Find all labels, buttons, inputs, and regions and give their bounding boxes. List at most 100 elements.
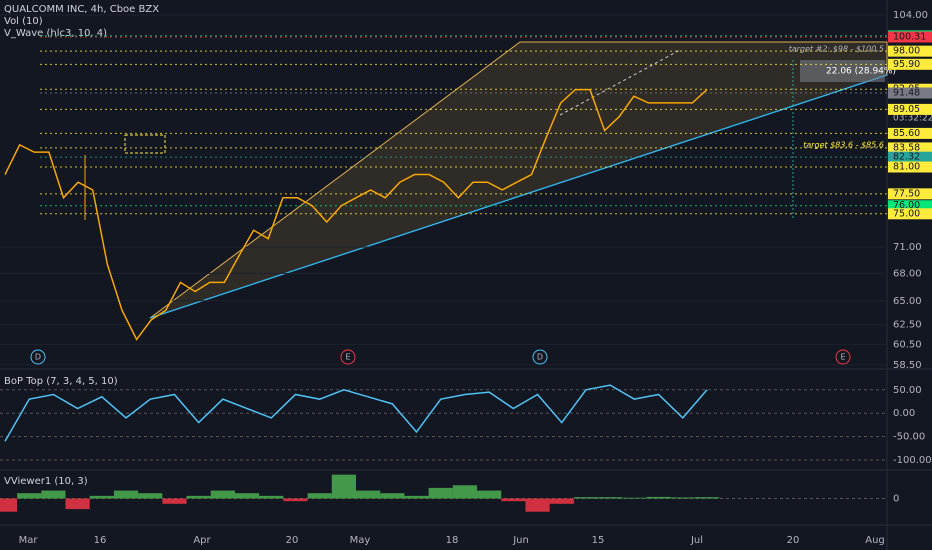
area-bar: [452, 485, 478, 499]
level-label: 85.60: [893, 128, 920, 139]
area-bar: [259, 495, 284, 499]
area-bar: [41, 490, 66, 499]
level-tag: [888, 161, 932, 173]
level-label: 82.32: [893, 152, 920, 163]
level-tag: [888, 151, 932, 163]
event-marker: [340, 349, 356, 365]
level-tag: [888, 45, 932, 57]
area-bar: [549, 498, 574, 504]
area-bar: [670, 497, 695, 499]
area-bar: [307, 493, 332, 499]
x-tick-label: 16: [94, 535, 107, 546]
area-bar: [694, 497, 720, 499]
area-bar: [598, 497, 623, 499]
target2-label: target #2: $98 - $100.5: [789, 45, 884, 54]
area-bar: [138, 493, 163, 499]
x-tick-label: Mar: [19, 535, 39, 546]
y-tick-label: 0: [893, 494, 899, 505]
trend-line: [149, 74, 888, 319]
area-bar: [113, 490, 139, 499]
x-tick-label: Aug: [865, 535, 885, 546]
x-tick-label: Jun: [512, 535, 529, 546]
symbol-title: QUALCOMM INC, 4h, Cboe BZX: [4, 4, 159, 15]
target1-label: target $83.6 - $85.6: [803, 141, 884, 150]
event-marker: [835, 349, 851, 365]
level-tag: [888, 31, 932, 43]
area-bar: [234, 493, 260, 499]
level-tag: [888, 127, 932, 139]
x-tick-label: 18: [446, 535, 459, 546]
area-bar: [380, 493, 405, 499]
area-bar: [477, 490, 502, 499]
level-tag: [888, 103, 932, 115]
area-bar: [283, 498, 308, 502]
area-bar: [331, 474, 356, 499]
area-bar: [356, 490, 381, 499]
event-label: D: [537, 353, 543, 362]
y-tick-label: 65.00: [893, 296, 922, 307]
event-label: E: [345, 353, 350, 362]
measure-box: [800, 60, 885, 82]
area-bar: [622, 497, 647, 499]
x-tick-label: Jul: [690, 535, 703, 546]
y-tick-label: 68.00: [893, 268, 922, 279]
series-line: [4, 88, 708, 341]
area-bar: [501, 498, 526, 502]
level-label: 95.90: [893, 59, 920, 70]
pane-title: VViewer1 (10, 3): [4, 476, 88, 487]
level-tag: [888, 188, 932, 200]
y-tick-label: 104.00: [893, 10, 928, 21]
area-bar: [0, 498, 18, 512]
area-bar: [210, 490, 235, 499]
level-tag: [888, 58, 932, 70]
wave-label: V_Wave (hlc3, 10, 4): [4, 28, 107, 39]
level-label: 100.31: [893, 31, 926, 42]
area-bar: [525, 498, 550, 512]
y-tick-label: 62.50: [893, 320, 922, 331]
level-label: 76.00: [893, 200, 920, 211]
event-label: E: [840, 353, 845, 362]
event-marker: [30, 349, 46, 365]
y-tick-label: -50.00: [893, 432, 925, 443]
level-label: 81.00: [893, 161, 920, 172]
area-bar: [186, 495, 211, 499]
area-bar: [573, 497, 599, 499]
note-box: [124, 134, 166, 154]
y-tick-label: 58.50: [893, 360, 922, 371]
level-label: 77.50: [893, 188, 920, 199]
series-line: [4, 384, 708, 442]
vol-label: Vol (10): [4, 16, 43, 27]
x-tick-label: 20: [286, 535, 299, 546]
y-tick-label: 71.00: [893, 242, 922, 253]
area-bar: [404, 495, 429, 499]
level-label: 83.58: [893, 142, 920, 153]
area-bar: [162, 498, 187, 504]
level-label: 91.48: [893, 88, 920, 99]
event-label: D: [35, 353, 41, 362]
level-tag: [888, 87, 932, 99]
area-bar: [65, 498, 90, 510]
y-tick-label: 0.00: [893, 408, 915, 419]
y-tick-label: -100.00: [893, 455, 932, 466]
level-label: 75.00: [893, 208, 920, 219]
level-tag: [888, 200, 932, 212]
pane-title: BoP Top (7, 3, 4, 5, 10): [4, 376, 118, 387]
event-marker: [532, 349, 548, 365]
x-tick-label: May: [350, 535, 371, 546]
y-tick-label: 60.50: [893, 339, 922, 350]
area-bar: [428, 487, 453, 499]
x-tick-label: 15: [592, 535, 605, 546]
area-bar: [89, 495, 114, 499]
level-tag: [888, 208, 932, 220]
x-tick-label: Apr: [193, 535, 211, 546]
area-bar: [646, 496, 671, 499]
level-tag: [888, 142, 932, 154]
x-tick-label: 20: [787, 535, 800, 546]
projection-line: [559, 49, 681, 116]
level-label: 98.00: [893, 46, 920, 57]
measure-label: 22.06 (28.94%): [826, 67, 896, 77]
level-label: 89.05: [893, 104, 920, 115]
area-bar: [17, 493, 42, 499]
